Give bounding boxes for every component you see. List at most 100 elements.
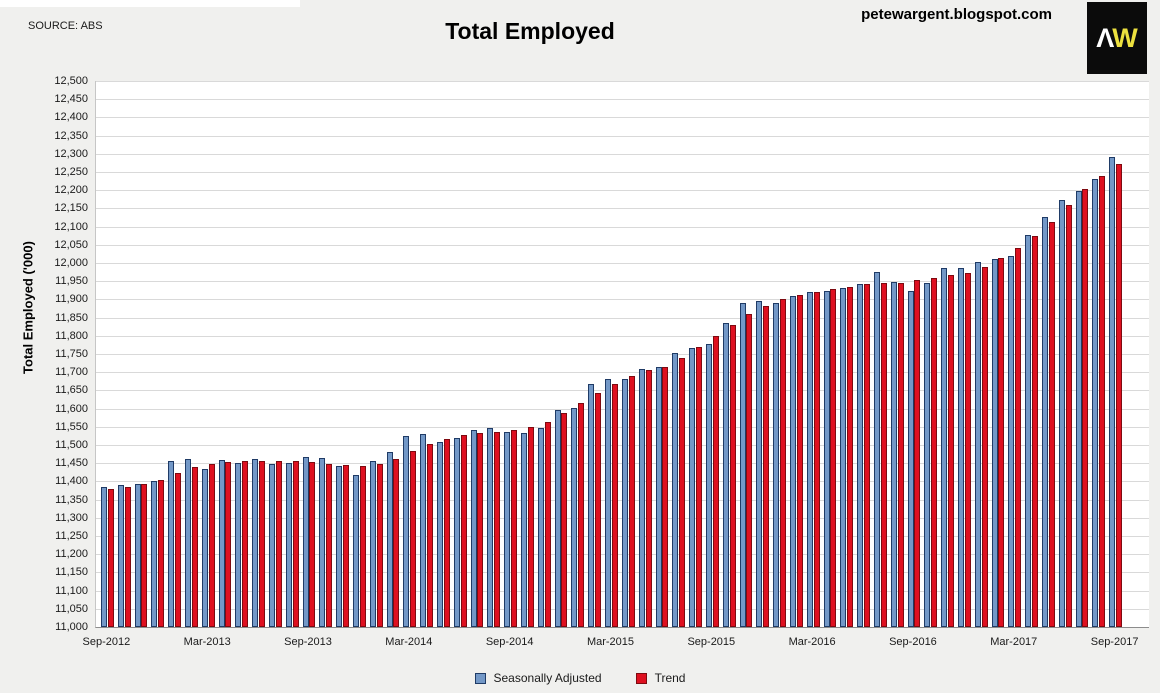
bar-trend-Nov-2016 [947, 275, 954, 627]
bar-seasonally-adjusted-Apr-2017 [1025, 235, 1032, 627]
y-tick-label: 11,450 [55, 457, 88, 469]
bar-trend-Jul-2015 [679, 358, 686, 627]
bar-trend-Dec-2016 [964, 273, 971, 627]
bar-trend-Sep-2016 [914, 280, 921, 627]
bar-trend-Nov-2012 [141, 484, 148, 627]
legend-swatch-trend [635, 672, 647, 684]
bar-trend-Aug-2015 [695, 347, 702, 627]
bar-seasonally-adjusted-Mar-2017 [1008, 256, 1015, 627]
bar-seasonally-adjusted-Nov-2013 [336, 466, 343, 627]
y-tick-label: 12,500 [54, 75, 88, 87]
bar-trend-Oct-2013 [326, 464, 333, 627]
bar-trend-Aug-2013 [292, 461, 299, 627]
bar-seasonally-adjusted-Jan-2016 [773, 303, 780, 627]
logo-letter-w: W [1112, 22, 1138, 53]
y-tick-label: 12,350 [54, 130, 88, 142]
y-tick-label: 12,100 [54, 221, 88, 233]
y-tick-label: 11,300 [55, 512, 88, 524]
x-tick-label: Sep-2016 [889, 636, 937, 648]
x-tick-label: Sep-2013 [284, 636, 332, 648]
bar-seasonally-adjusted-Nov-2012 [134, 484, 141, 627]
bar-trend-Nov-2015 [746, 314, 753, 627]
bar-trend-Mar-2016 [813, 292, 820, 627]
bar-seasonally-adjusted-Apr-2013 [218, 460, 225, 627]
bar-trend-Dec-2013 [359, 466, 366, 627]
bar-trend-Sep-2015 [712, 336, 719, 627]
bar-trend-Feb-2015 [595, 393, 602, 627]
bar-trend-May-2014 [443, 439, 450, 627]
bar-trend-Aug-2016 [897, 283, 904, 627]
bar-trend-Oct-2016 [931, 278, 938, 627]
bar-trend-Jun-2016 [863, 284, 870, 627]
bar-trend-May-2013 [242, 461, 249, 627]
gridline [96, 354, 1149, 355]
bar-trend-Oct-2014 [527, 427, 534, 627]
x-tick-label: Sep-2017 [1090, 636, 1139, 648]
page-title: Total Employed [445, 18, 615, 44]
bar-seasonally-adjusted-Nov-2014 [537, 428, 544, 627]
bar-trend-Jul-2016 [880, 283, 887, 627]
x-tick-label: Mar-2017 [990, 636, 1038, 648]
bar-seasonally-adjusted-Oct-2012 [117, 485, 124, 627]
x-tick-label: Mar-2013 [183, 636, 231, 648]
bar-seasonally-adjusted-Aug-2013 [285, 463, 292, 627]
gridline [96, 227, 1149, 228]
y-tick-label: 11,800 [55, 330, 88, 342]
legend-swatch-seasonally-adjusted [474, 672, 486, 684]
gridline [96, 136, 1149, 137]
y-tick-label: 12,050 [54, 239, 88, 251]
bar-trend-Apr-2013 [225, 462, 232, 627]
bar-seasonally-adjusted-Sep-2017 [1109, 157, 1116, 627]
bar-seasonally-adjusted-Jun-2016 [857, 284, 864, 627]
bar-seasonally-adjusted-Sep-2013 [302, 457, 309, 627]
y-tick-label: 11,150 [55, 566, 88, 578]
bar-trend-May-2016 [847, 287, 854, 627]
bar-seasonally-adjusted-Mar-2016 [806, 292, 813, 627]
bar-trend-Feb-2017 [998, 258, 1005, 627]
bar-seasonally-adjusted-Dec-2012 [151, 481, 158, 627]
bar-seasonally-adjusted-Jan-2014 [369, 461, 376, 627]
bar-trend-Aug-2014 [494, 432, 501, 627]
bar-trend-Sep-2012 [107, 489, 114, 627]
logo-letter-a: Λ [1096, 22, 1114, 53]
bar-trend-Jan-2017 [981, 267, 988, 627]
gridline [96, 190, 1149, 191]
bar-trend-Jan-2015 [578, 403, 585, 627]
bar-trend-Dec-2014 [561, 413, 568, 627]
plot-area [95, 81, 1149, 628]
bar-trend-Jul-2017 [1082, 189, 1089, 627]
y-tick-label: 11,900 [55, 293, 88, 305]
bar-trend-Dec-2015 [763, 306, 770, 627]
bar-seasonally-adjusted-Feb-2016 [789, 296, 796, 627]
bar-seasonally-adjusted-Feb-2015 [588, 384, 595, 627]
x-tick-label: Mar-2016 [788, 636, 836, 648]
bar-trend-Oct-2012 [124, 487, 131, 627]
bar-trend-Dec-2012 [158, 480, 165, 627]
bar-trend-Feb-2014 [393, 459, 400, 627]
bar-trend-Jan-2013 [175, 473, 181, 627]
gridline [96, 117, 1149, 118]
bar-seasonally-adjusted-Dec-2015 [756, 301, 763, 627]
y-tick-label: 11,500 [55, 439, 88, 451]
bar-seasonally-adjusted-Jun-2015 [655, 367, 662, 627]
bar-seasonally-adjusted-May-2015 [638, 369, 645, 627]
bar-seasonally-adjusted-Mar-2014 [403, 436, 410, 627]
bar-seasonally-adjusted-Jul-2015 [672, 353, 679, 627]
y-tick-label: 11,850 [55, 312, 88, 324]
gridline [96, 208, 1149, 209]
gridline [96, 281, 1149, 282]
bar-trend-Apr-2017 [1031, 236, 1038, 627]
bar-trend-Jan-2014 [376, 464, 383, 627]
y-tick-label: 11,100 [55, 585, 88, 597]
x-tick-label: Sep-2015 [687, 636, 736, 648]
gridline [96, 99, 1149, 100]
y-tick-label: 12,150 [54, 202, 88, 214]
bar-trend-Apr-2016 [830, 289, 837, 627]
bar-trend-Jun-2014 [460, 435, 467, 627]
bar-trend-May-2015 [645, 370, 652, 627]
bar-seasonally-adjusted-Apr-2014 [420, 434, 427, 627]
bar-trend-Aug-2017 [1099, 176, 1106, 627]
bar-seasonally-adjusted-Aug-2017 [1092, 179, 1099, 627]
bar-trend-Jun-2015 [662, 367, 669, 627]
